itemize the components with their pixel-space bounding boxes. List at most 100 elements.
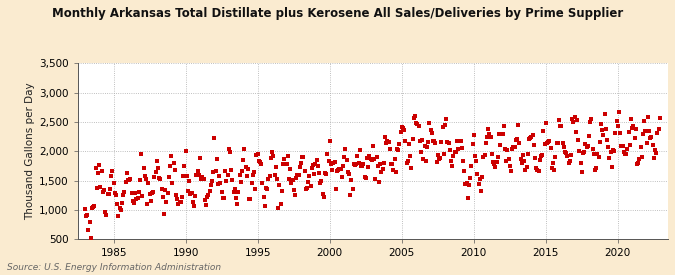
Point xyxy=(279,157,290,162)
Point xyxy=(99,188,109,192)
Point xyxy=(243,167,254,171)
Point xyxy=(97,189,108,194)
Point xyxy=(215,181,226,186)
Point xyxy=(91,186,102,190)
Point xyxy=(640,129,651,133)
Point xyxy=(485,135,496,139)
Point xyxy=(508,145,519,149)
Point xyxy=(622,147,633,151)
Point xyxy=(382,138,393,143)
Point xyxy=(316,178,327,183)
Point xyxy=(313,171,324,175)
Point xyxy=(347,186,358,191)
Point xyxy=(406,166,416,170)
Point xyxy=(351,162,362,166)
Point xyxy=(310,162,321,166)
Point xyxy=(274,183,285,187)
Point xyxy=(315,180,325,185)
Point xyxy=(410,114,421,118)
Point xyxy=(649,148,660,152)
Point xyxy=(281,161,292,166)
Point xyxy=(599,112,610,116)
Point xyxy=(100,210,111,214)
Point xyxy=(107,169,118,173)
Point xyxy=(516,161,527,165)
Point xyxy=(422,145,433,149)
Point xyxy=(189,204,200,208)
Point xyxy=(115,207,126,212)
Point xyxy=(418,157,429,162)
Point xyxy=(587,146,598,151)
Point xyxy=(221,179,232,183)
Point xyxy=(591,165,601,170)
Point xyxy=(250,187,261,191)
Point xyxy=(539,141,550,146)
Point xyxy=(632,162,643,166)
Point xyxy=(331,169,342,174)
Point xyxy=(327,168,338,172)
Point xyxy=(140,174,151,178)
Point xyxy=(620,152,630,156)
Point xyxy=(435,156,446,160)
Point xyxy=(414,139,425,143)
Point xyxy=(437,125,448,129)
Point xyxy=(306,166,317,170)
Point xyxy=(156,186,167,191)
Point xyxy=(644,129,655,133)
Point xyxy=(191,173,202,177)
Point xyxy=(557,140,568,145)
Point xyxy=(205,188,215,193)
Point xyxy=(119,189,130,194)
Point xyxy=(383,139,394,144)
Point xyxy=(311,158,322,163)
Point xyxy=(262,186,273,191)
Point xyxy=(136,152,146,156)
Point xyxy=(344,172,354,177)
Point xyxy=(265,173,275,178)
Point xyxy=(500,147,510,152)
Point xyxy=(151,159,162,163)
Point xyxy=(89,204,100,208)
Point xyxy=(568,119,579,124)
Point xyxy=(277,162,288,167)
Point xyxy=(313,164,323,168)
Point xyxy=(392,147,402,151)
Point xyxy=(290,193,300,197)
Point xyxy=(284,177,294,181)
Point xyxy=(362,155,373,160)
Point xyxy=(521,165,532,169)
Point xyxy=(556,124,567,129)
Point xyxy=(589,152,599,156)
Point xyxy=(467,142,478,147)
Point xyxy=(159,211,169,216)
Point xyxy=(80,214,91,218)
Point xyxy=(605,150,616,154)
Point xyxy=(578,150,589,155)
Point xyxy=(203,193,214,197)
Point xyxy=(407,137,418,141)
Point xyxy=(626,117,637,121)
Point xyxy=(233,190,244,194)
Point xyxy=(645,136,655,141)
Point xyxy=(576,170,587,174)
Point xyxy=(140,177,151,182)
Point xyxy=(102,192,113,197)
Point xyxy=(423,140,433,144)
Point xyxy=(345,192,356,197)
Point xyxy=(513,122,524,127)
Point xyxy=(97,169,107,174)
Point xyxy=(304,174,315,178)
Point xyxy=(572,118,583,122)
Point xyxy=(478,155,489,159)
Point xyxy=(174,200,185,205)
Point xyxy=(130,191,140,195)
Point xyxy=(359,175,370,179)
Point xyxy=(173,202,184,207)
Point xyxy=(647,143,658,148)
Point xyxy=(109,191,120,196)
Point xyxy=(196,177,207,181)
Point xyxy=(652,131,663,136)
Point xyxy=(465,176,476,180)
Point xyxy=(574,148,585,153)
Point xyxy=(384,147,395,152)
